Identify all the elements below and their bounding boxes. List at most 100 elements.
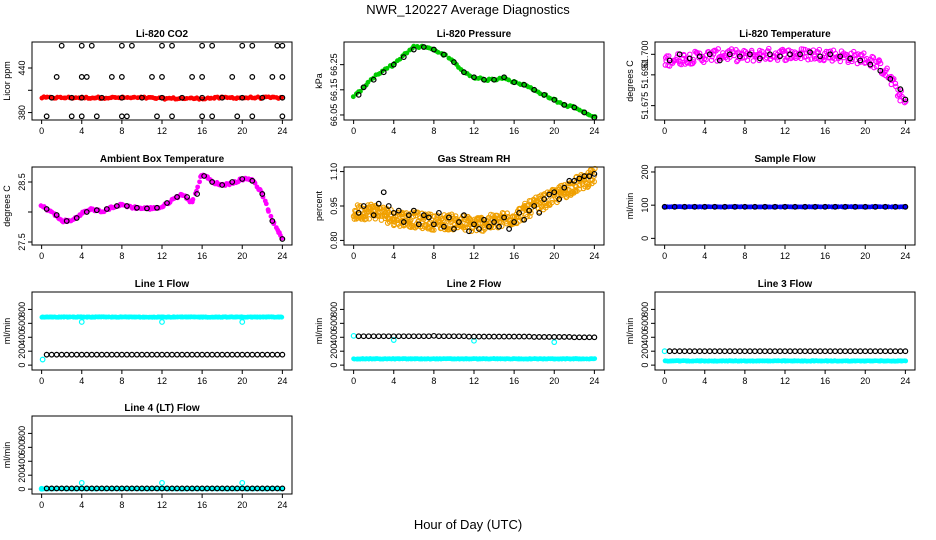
data-point (184, 351, 190, 358)
data-point (807, 348, 813, 355)
data-point (807, 49, 813, 56)
data-point (443, 52, 448, 58)
data-point (561, 182, 568, 188)
data-point (690, 59, 697, 65)
data-point (169, 42, 175, 49)
data-point (536, 334, 543, 340)
x-tick-label: 0 (39, 376, 44, 386)
panel-title: Li-820 CO2 (136, 29, 189, 40)
data-point (113, 203, 120, 209)
x-tick-label: 20 (860, 251, 870, 261)
data-point (118, 94, 125, 101)
data-point (395, 333, 402, 340)
series-magenta (662, 45, 909, 106)
data-point (430, 46, 437, 53)
data-point (209, 113, 216, 120)
data-point (118, 351, 125, 358)
series-black (43, 113, 286, 120)
data-point (762, 203, 768, 210)
data-point (239, 319, 246, 325)
series-orange (350, 165, 598, 235)
data-point (93, 207, 100, 214)
panel-title: Ambient Box Temperature (100, 154, 225, 165)
series-magenta (38, 172, 285, 241)
data-point (446, 214, 452, 221)
data-point (762, 348, 768, 355)
data-point (461, 212, 467, 219)
y-tick-label: 27.5 (17, 233, 27, 251)
data-point (279, 314, 285, 320)
data-point (370, 333, 377, 340)
x-tick-label: 0 (351, 251, 356, 261)
data-point (456, 333, 462, 340)
data-point (375, 333, 382, 340)
figure-title: NWR_120227 Average Diagnostics (366, 2, 570, 17)
data-point (892, 80, 899, 87)
data-point (123, 351, 130, 358)
data-point (895, 86, 901, 93)
data-point (355, 209, 362, 216)
data-point (897, 86, 904, 93)
x-tick-label: 4 (79, 500, 84, 510)
y-tick-label: 28.5 (17, 173, 27, 191)
data-point (476, 226, 482, 232)
data-point (797, 348, 803, 355)
y-tick-label: 51.700 (640, 41, 650, 69)
y-tick-label: 600 (17, 440, 27, 455)
data-point (199, 74, 206, 80)
data-point (566, 334, 573, 340)
data-point (576, 182, 583, 189)
data-point (501, 74, 507, 81)
data-point (887, 76, 894, 82)
y-tick-label: 51.675 (640, 92, 650, 120)
data-point (506, 333, 513, 340)
data-point (843, 51, 850, 58)
data-point (43, 206, 50, 212)
data-point (721, 203, 728, 210)
data-point (486, 223, 492, 230)
data-point (551, 189, 558, 196)
data-point (259, 191, 266, 197)
data-point (686, 55, 693, 62)
data-point (576, 175, 583, 182)
series-black (53, 74, 286, 80)
data-point (581, 109, 588, 116)
data-point (199, 94, 206, 101)
data-point (144, 205, 150, 212)
data-point (408, 217, 414, 223)
data-point (190, 196, 196, 202)
data-point (526, 333, 533, 340)
y-tick-label: 400 (17, 454, 27, 469)
data-point (355, 91, 362, 98)
data-point (543, 92, 549, 98)
plot-frame (343, 291, 605, 371)
data-point (546, 191, 553, 198)
data-point (209, 179, 216, 185)
data-point (696, 53, 703, 60)
x-tick-label: 20 (237, 251, 247, 261)
x-tick-label: 20 (237, 376, 247, 386)
data-point (279, 236, 286, 242)
data-point (435, 49, 441, 55)
y-tick-label: 0.95 (329, 197, 339, 215)
data-point (48, 94, 55, 101)
data-point (461, 69, 467, 76)
data-point (817, 53, 824, 60)
plot-frame (31, 41, 293, 121)
data-point (767, 348, 773, 355)
data-point (551, 96, 558, 103)
data-point (118, 42, 125, 49)
x-tick-label: 4 (702, 251, 707, 261)
data-point (384, 65, 390, 71)
data-point (164, 200, 170, 206)
x-axis-label: Hour of Day (UTC) (413, 517, 523, 532)
panel-line3: Line 3 Flow ml/min 0 4 8 12 16 20 24 0 20040060080… (625, 279, 916, 386)
data-point (113, 351, 120, 358)
data-point (380, 189, 387, 196)
data-point (481, 216, 487, 223)
data-point (53, 74, 60, 80)
data-point (696, 348, 703, 355)
y-axis-label: degrees C (625, 60, 635, 102)
data-point (901, 99, 908, 106)
data-point (726, 348, 733, 355)
